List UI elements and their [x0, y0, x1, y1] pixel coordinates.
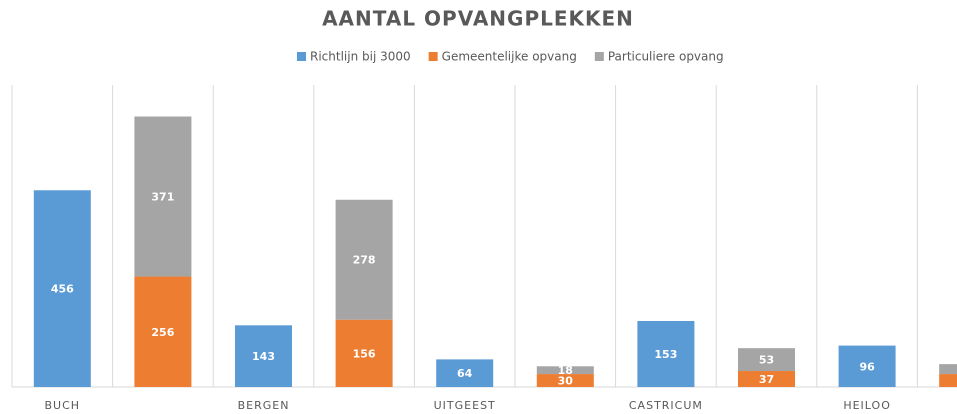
x-tick-label: UITGEEST: [434, 399, 496, 412]
legend-swatch: [428, 52, 438, 61]
data-label: 456: [51, 283, 74, 296]
legend-swatch: [297, 52, 306, 61]
data-label: 53: [759, 354, 774, 367]
legend-swatch: [594, 52, 604, 61]
bar-segment: [939, 374, 957, 387]
data-label: 371: [151, 191, 174, 204]
bar-segment: [536, 366, 594, 375]
data-label: 278: [353, 254, 376, 267]
data-label: 143: [252, 350, 275, 363]
chart-title: AANTAL OPVANGPLEKKEN: [322, 7, 634, 31]
bar-segment: [335, 199, 393, 320]
x-tick-label: HEILOO: [843, 399, 891, 412]
bar-segment: [939, 364, 957, 375]
data-label: 153: [654, 348, 677, 361]
data-label: 18: [558, 364, 573, 377]
data-label: 37: [759, 373, 774, 386]
bar-segment: [738, 371, 795, 387]
data-label: 156: [353, 347, 376, 360]
bar-segment: [33, 190, 91, 387]
data-label: 64: [457, 367, 473, 380]
bar-segment: [838, 345, 896, 387]
bar-segment: [235, 325, 292, 387]
bar-segment: [536, 374, 594, 387]
legend-label: Gemeentelijke opvang: [442, 50, 577, 64]
data-label: 30: [558, 375, 574, 388]
bar-segment: [436, 359, 494, 387]
bar-segment: [134, 116, 192, 277]
x-tick-label: CASTRICUM: [629, 399, 703, 412]
x-tick-label: BUCH: [45, 399, 81, 412]
data-label: 256: [151, 326, 174, 339]
bar-segment: [335, 319, 393, 387]
legend-label: Particuliere opvang: [608, 50, 724, 64]
bar-segment: [637, 320, 695, 387]
data-label: 96: [859, 360, 875, 373]
bar-segment: [134, 276, 192, 387]
x-tick-label: BERGEN: [238, 399, 290, 412]
bar-segment: [738, 348, 795, 372]
legend-label: Richtlijn bij 3000: [310, 50, 411, 64]
